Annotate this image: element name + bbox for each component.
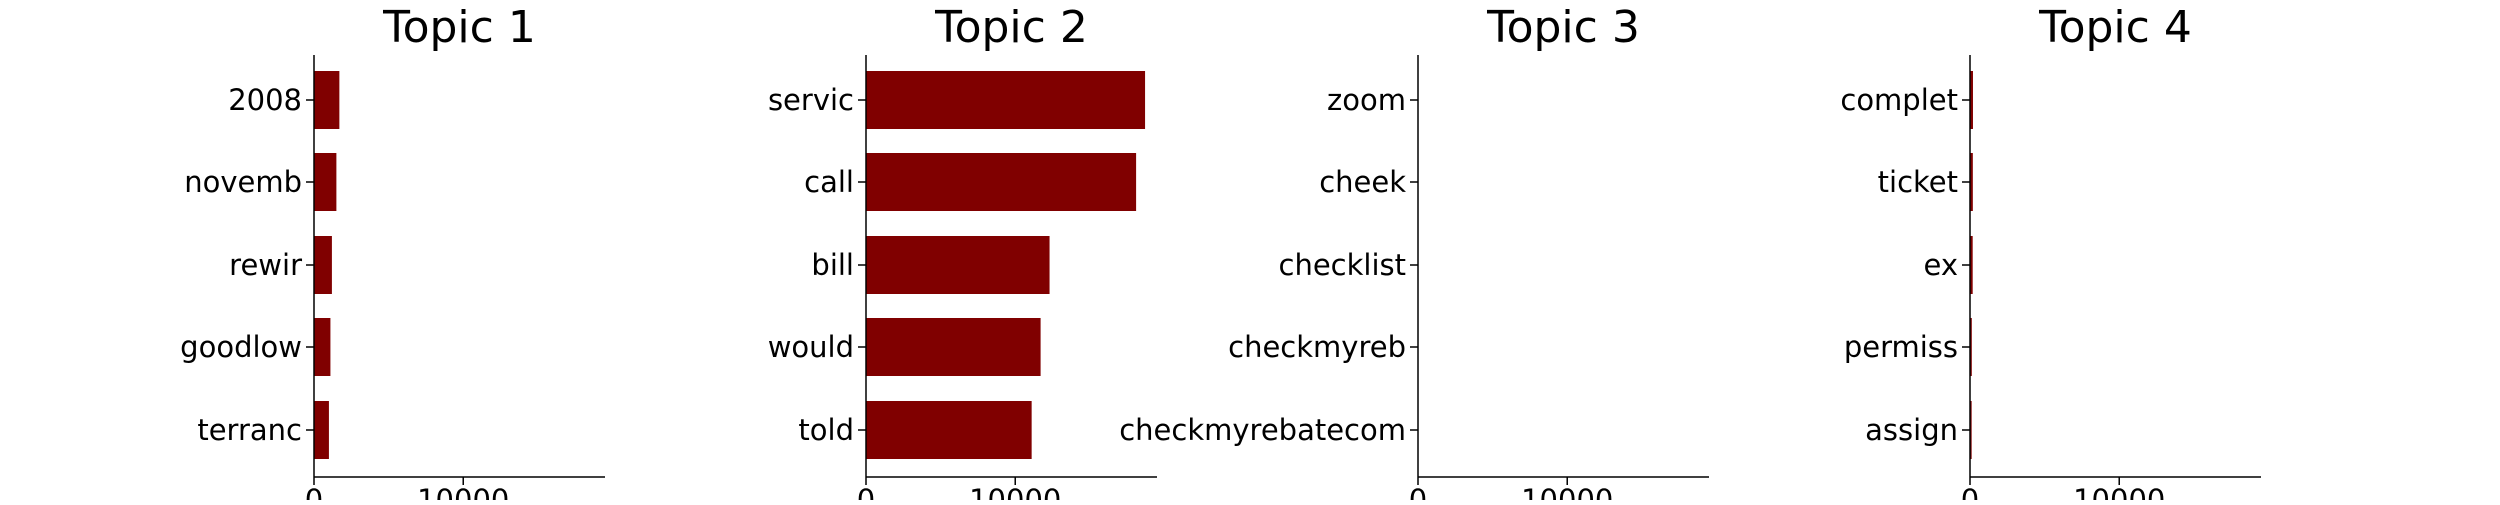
y-tick-label: zoom: [1327, 83, 1406, 117]
x-tick-label: 0: [305, 483, 323, 500]
y-tick-label: ticket: [1878, 165, 1958, 199]
chart-title: Topic 4: [2038, 2, 2192, 53]
x-tick-label: 0: [857, 483, 875, 500]
x-tick-label: 10000: [2073, 483, 2165, 500]
bar-assign: [1970, 401, 1972, 459]
y-tick-label: 2008: [228, 83, 302, 117]
bar-rewir: [314, 236, 332, 294]
y-tick-label: assign: [1865, 413, 1958, 447]
y-tick-label: rewir: [229, 248, 302, 282]
x-tick-label: 0: [1961, 483, 1979, 500]
y-tick-label: complet: [1840, 83, 1958, 117]
bar-permiss: [1970, 318, 1972, 376]
y-tick-label: novemb: [184, 165, 302, 199]
y-tick-label: servic: [768, 83, 854, 117]
chart-title: Topic 2: [934, 2, 1088, 53]
chart-panel-4: Topic 4 complet ticket ex permiss assign 0 1000…: [1840, 2, 2261, 505]
bar-call: [866, 153, 1137, 211]
bar-ticket: [1970, 153, 1973, 211]
y-tick-label: checklist: [1279, 248, 1407, 282]
x-tick-label: 0: [1409, 483, 1427, 500]
bar-novemb: [314, 153, 337, 211]
bar-bill: [866, 236, 1050, 294]
chart-panel-2: Topic 2 servic call bill would told 0 10000: [768, 2, 1157, 505]
y-tick-label: cheek: [1319, 165, 1406, 199]
chart-title: Topic 3: [1486, 2, 1640, 53]
bar-complet: [1970, 71, 1973, 129]
chart-panel-1: Topic 1 2008 novemb rewir goodlow terranc 0 100…: [180, 2, 605, 505]
x-tick-label: 10000: [417, 483, 509, 500]
chart-title: Topic 1: [382, 2, 536, 53]
y-tick-label: would: [768, 330, 854, 364]
y-tick-label: checkmyrebatecom: [1119, 413, 1406, 447]
chart-panel-3: Topic 3 zoom cheek checklist checkmyreb check…: [1119, 2, 1709, 505]
bar-ex: [1970, 236, 1973, 294]
y-tick-label: checkmyreb: [1228, 330, 1406, 364]
bar-would: [866, 318, 1041, 376]
bar-told: [866, 401, 1032, 459]
y-tick-label: call: [804, 165, 854, 199]
y-tick-label: ex: [1924, 248, 1959, 282]
y-tick-label: bill: [811, 248, 854, 282]
bar-servic: [866, 71, 1146, 129]
x-tick-label: 10000: [969, 483, 1061, 500]
bar-terranc: [314, 401, 329, 459]
y-tick-label: permiss: [1844, 330, 1958, 364]
x-tick-label: 10000: [1521, 483, 1613, 500]
bar-2008: [314, 71, 340, 129]
bar-goodlow: [314, 318, 331, 376]
y-tick-label: terranc: [197, 413, 302, 447]
y-tick-label: goodlow: [180, 330, 302, 364]
y-tick-label: told: [798, 413, 854, 447]
